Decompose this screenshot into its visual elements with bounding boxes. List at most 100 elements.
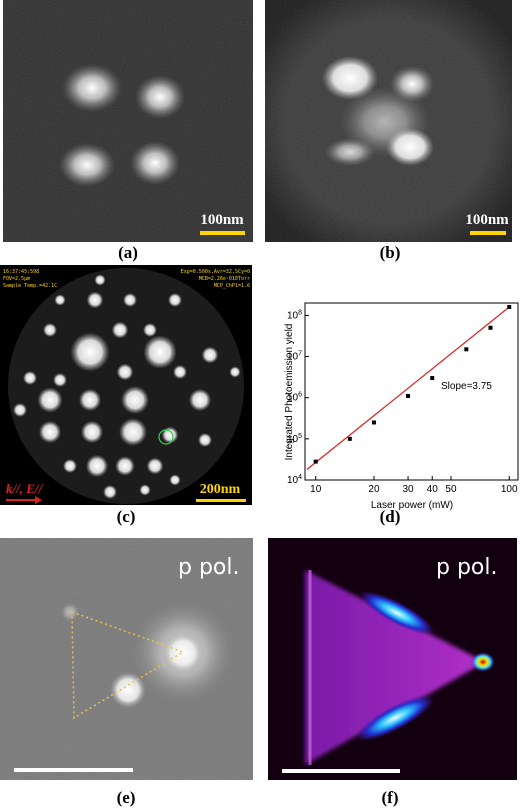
scale-bar	[196, 499, 246, 502]
data-point	[464, 347, 469, 352]
spot	[62, 64, 122, 112]
field	[8, 268, 244, 504]
spot	[119, 418, 147, 446]
panel-label: (b)	[380, 243, 401, 262]
spot	[37, 387, 63, 413]
spot	[390, 66, 434, 102]
panel-label: (a)	[118, 243, 138, 262]
y-tick-label: 105	[287, 433, 302, 445]
triangle-outline	[71, 610, 185, 720]
panel-label: (f)	[382, 788, 399, 807]
y-tick-label: 106	[287, 392, 302, 404]
triangle	[305, 570, 485, 765]
spot	[85, 454, 109, 478]
spot	[168, 293, 182, 307]
spot	[198, 433, 212, 447]
panel-f: p pol. (f)	[268, 538, 517, 807]
spot	[386, 128, 434, 166]
spot	[53, 373, 67, 387]
spot	[123, 293, 137, 307]
header-text: Sample Temp.=42.1C	[3, 283, 57, 289]
x-tick-label: 10	[310, 484, 322, 495]
panel-d: Integrated Photoemission yield Laser pow…	[284, 302, 519, 526]
spot	[43, 323, 57, 337]
data-point	[488, 325, 493, 330]
x-tick-label: 30	[402, 484, 414, 495]
arrow-head	[35, 496, 42, 504]
marker	[158, 429, 174, 445]
panel-e: p pol. (e)	[0, 538, 253, 807]
spot	[111, 321, 129, 339]
polarization-label: k//, E//	[6, 481, 44, 496]
spot	[80, 420, 104, 444]
spot	[115, 456, 135, 476]
spot	[143, 335, 177, 369]
spot	[201, 346, 219, 364]
noise	[3, 0, 253, 242]
spot	[229, 366, 241, 378]
spot	[63, 459, 77, 473]
spot	[60, 602, 80, 622]
scale-bar	[282, 769, 400, 773]
spot	[135, 75, 185, 119]
polarization-label: p pol.	[178, 555, 240, 580]
spot	[130, 141, 180, 185]
spot	[94, 274, 106, 286]
header-text: 16:37:45:598	[3, 269, 39, 275]
panel-b: 100nm (b)	[265, 0, 512, 262]
y-axis-title: Integrated Photoemission yield	[284, 324, 295, 461]
fit-line	[306, 306, 510, 470]
data-point	[507, 304, 512, 309]
spot	[161, 426, 179, 444]
spot	[78, 388, 102, 412]
panel-label: (c)	[117, 507, 136, 526]
header-text: MCB=2.26e-010Torr	[199, 276, 250, 282]
x-tick-label: 40	[427, 484, 439, 495]
spot	[325, 138, 375, 166]
spot	[116, 363, 134, 381]
y-tick-label: 104	[287, 474, 302, 486]
x-tick-label: 50	[445, 484, 457, 495]
spot	[13, 403, 27, 417]
panel-c: 16:37:45:598 FOV=2.5µm Sample Temp.=42.1…	[0, 265, 252, 526]
lobe	[355, 694, 435, 742]
header-text: FOV=2.5µm	[3, 276, 30, 282]
scale-label: 100nm	[200, 212, 244, 228]
y-tick-label: 108	[287, 309, 302, 321]
data-point	[347, 436, 352, 441]
x-axis-title: Laser power (mW)	[371, 500, 453, 511]
panel-label: (d)	[380, 507, 401, 526]
spot	[139, 484, 151, 496]
spots	[9, 274, 241, 499]
spot	[70, 332, 110, 372]
panel-a: 100nm (a)	[3, 0, 253, 262]
spot	[121, 386, 149, 414]
annotation: Slope=3.75	[441, 381, 492, 392]
header-text: MCP_ChP1=1.6	[214, 283, 250, 289]
scale-bar	[200, 231, 245, 235]
scale-bar	[470, 231, 506, 235]
spot	[173, 365, 187, 379]
data-point	[430, 376, 435, 381]
y-tick-label: 107	[287, 351, 302, 363]
spot	[322, 56, 378, 100]
scale-label: 200nm	[200, 482, 241, 497]
x-tick-label: 100	[501, 484, 518, 495]
data-point	[406, 393, 411, 398]
spot	[169, 474, 181, 486]
spot	[146, 457, 164, 475]
spot	[163, 633, 203, 673]
spot	[188, 388, 212, 412]
hot-spot	[471, 652, 495, 672]
spot	[59, 143, 115, 187]
lobe	[359, 591, 435, 635]
spot	[143, 323, 157, 337]
data-point	[313, 459, 318, 464]
scale-label: 100nm	[465, 212, 509, 228]
spot	[38, 420, 62, 444]
spot	[54, 294, 66, 306]
header-text: Exp=0.500s,Avr=32,SCy=0	[181, 269, 250, 275]
polarization-label: p pol.	[436, 555, 498, 580]
spot	[103, 485, 117, 499]
